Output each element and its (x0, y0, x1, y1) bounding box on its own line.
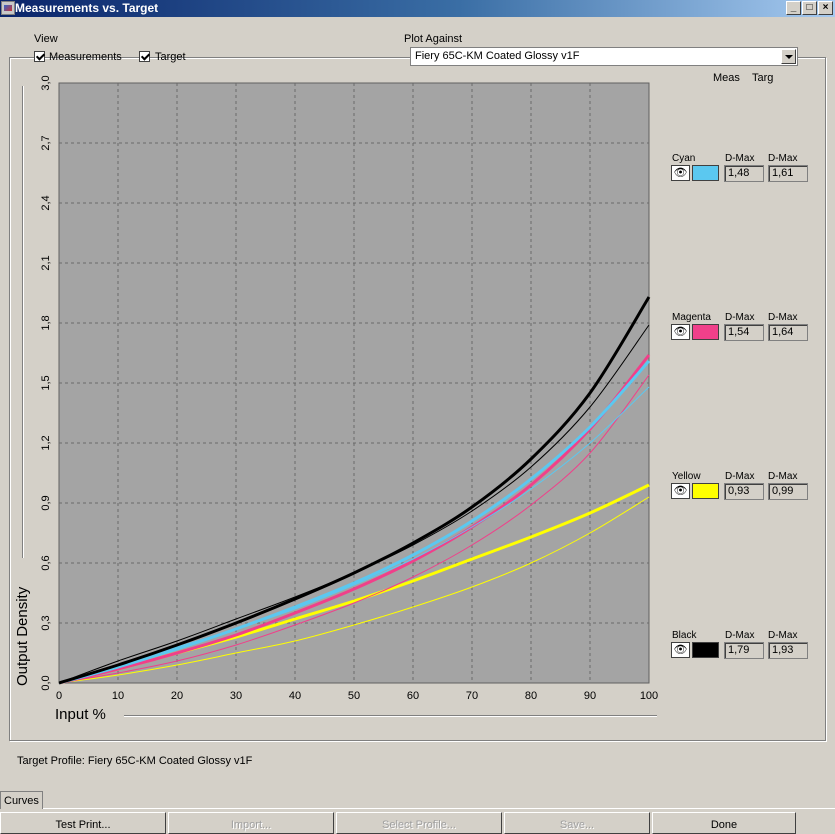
channel-name: Yellow (672, 471, 701, 482)
tab-curves[interactable]: Curves (0, 791, 43, 809)
channel-name: Black (672, 630, 697, 641)
target-profile-text: Target Profile: Fiery 65C-KM Coated Glos… (17, 755, 253, 767)
color-swatch[interactable] (692, 324, 719, 340)
test-print-button[interactable]: Test Print... (0, 812, 166, 834)
x-axis-title: Input % (55, 706, 106, 723)
color-swatch[interactable] (692, 642, 719, 658)
targ-dmax-value: 1,64 (768, 324, 808, 341)
meas-dmax-value: 1,79 (724, 642, 764, 659)
done-button[interactable]: Done (652, 812, 796, 834)
targ-dmax-value: 1,61 (768, 165, 808, 182)
title-bar: Measurements vs. Target _ □ × (0, 0, 835, 17)
meas-dmax-label: D-Max (725, 471, 755, 482)
eye-icon[interactable]: 👁 (671, 165, 690, 181)
color-swatch[interactable] (692, 165, 719, 181)
targ-header: Targ (752, 72, 774, 84)
targ-dmax-label: D-Max (768, 471, 798, 482)
tab-divider (43, 808, 835, 809)
select-profile-button[interactable]: Select Profile... (336, 812, 502, 834)
app-icon (1, 1, 15, 15)
meas-header: Meas (713, 72, 740, 84)
target-checkbox[interactable] (139, 51, 150, 62)
target-label: Target (155, 51, 186, 63)
eye-icon[interactable]: 👁 (671, 324, 690, 340)
eye-icon[interactable]: 👁 (671, 483, 690, 499)
chevron-down-icon[interactable] (781, 49, 796, 64)
meas-dmax-value: 1,48 (724, 165, 764, 182)
view-label: View (34, 33, 58, 45)
minimize-button[interactable]: _ (786, 1, 801, 15)
targ-dmax-value: 1,93 (768, 642, 808, 659)
y-axis-title: Output Density (14, 586, 31, 686)
channel-name: Magenta (672, 312, 711, 323)
measurements-label: Measurements (49, 51, 122, 63)
meas-dmax-label: D-Max (725, 312, 755, 323)
plot-against-label: Plot Against (404, 33, 463, 45)
meas-dmax-value: 0,93 (724, 483, 764, 500)
channel-name: Cyan (672, 153, 696, 164)
targ-dmax-value: 0,99 (768, 483, 808, 500)
targ-dmax-label: D-Max (768, 312, 798, 323)
import-button[interactable]: Import... (168, 812, 334, 834)
targ-dmax-label: D-Max (768, 153, 798, 164)
chart-group-frame (9, 57, 826, 741)
close-button[interactable]: × (818, 1, 833, 15)
save-button[interactable]: Save... (504, 812, 650, 834)
plot-against-dropdown[interactable]: Fiery 65C-KM Coated Glossy v1F (410, 47, 798, 66)
measurements-checkbox[interactable] (34, 51, 45, 62)
plot-against-value: Fiery 65C-KM Coated Glossy v1F (415, 50, 580, 62)
color-swatch[interactable] (692, 483, 719, 499)
targ-dmax-label: D-Max (768, 630, 798, 641)
eye-icon[interactable]: 👁 (671, 642, 690, 658)
meas-dmax-label: D-Max (725, 153, 755, 164)
maximize-button[interactable]: □ (802, 1, 817, 15)
meas-dmax-value: 1,54 (724, 324, 764, 341)
meas-dmax-label: D-Max (725, 630, 755, 641)
window-title: Measurements vs. Target (15, 1, 159, 15)
tab-curves-label: Curves (4, 795, 39, 807)
y-axis-rule (22, 86, 23, 558)
x-axis-rule (124, 715, 657, 716)
